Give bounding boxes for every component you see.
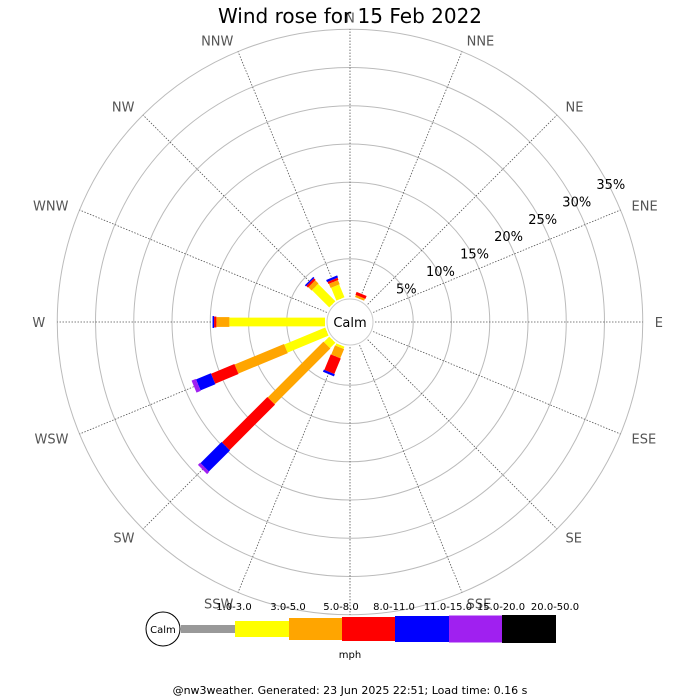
legend-label-15.0-20.0: 15.0-20.0	[477, 602, 525, 613]
spoke-wnw	[79, 209, 328, 313]
legend-units: mph	[339, 650, 361, 661]
legend-label-3.0-5.0: 3.0-5.0	[270, 602, 305, 613]
ring-labels: 5% 10% 15% 20% 25% 30% 35%	[396, 178, 625, 297]
bar-wsw-8.0-11.0	[211, 364, 239, 384]
chart-title: Wind rose for 15 Feb 2022	[217, 4, 483, 28]
dir-label-e: E	[655, 316, 663, 331]
bar-nne-5.0-8.0	[355, 294, 365, 301]
legend-calm-label: Calm	[150, 625, 176, 636]
bar-nnw-11.0-15.0	[326, 275, 339, 283]
dir-label-nne: NNE	[467, 34, 495, 49]
footer-text: @nw3weather. Generated: 23 Jun 2025 22:5…	[172, 684, 528, 697]
bar-sw-15.0-20.0	[197, 462, 210, 475]
dir-label-ene: ENE	[632, 199, 658, 214]
bar-ssw-3.0-5.0	[335, 343, 345, 349]
legend-label-20.0-50.0: 20.0-50.0	[531, 602, 579, 613]
dir-label-ne: NE	[565, 101, 583, 116]
spoke-sse	[359, 344, 463, 593]
bar-w-3.0-5.0	[229, 317, 325, 327]
bar-sw-11.0-15.0	[200, 442, 230, 472]
legend-swatch-11.0-15.0	[395, 616, 449, 642]
ring-label-35: 35%	[596, 178, 625, 193]
bar-nw-8.0-11.0	[306, 278, 316, 288]
dir-label-sw: SW	[113, 531, 134, 546]
calm-circle: Calm	[326, 298, 374, 346]
legend-calm-circle	[145, 611, 181, 647]
legend-label-1.0-3.0: 1.0-3.0	[216, 602, 251, 613]
bar-wsw-5.0-8.0	[234, 344, 288, 374]
ring-label-30: 30%	[562, 195, 591, 210]
bar-wsw-11.0-15.0	[195, 373, 216, 391]
bar-ssw-8.0-11.0	[324, 354, 341, 375]
spoke-nw	[142, 114, 333, 305]
legend-swatch-8.0-11.0	[342, 617, 395, 641]
bar-ssw-11.0-15.0	[322, 369, 335, 377]
spoke-ene	[372, 209, 621, 313]
dir-label-se: SE	[565, 531, 581, 546]
bar-nnw-5.0-8.0	[328, 280, 340, 289]
bar-w-5.0-8.0	[216, 317, 230, 327]
legend-swatch-20.0-50.0	[502, 615, 556, 643]
spoke-se	[367, 339, 558, 530]
bar-wsw-3.0-5.0	[284, 327, 329, 353]
bar-sw-8.0-11.0	[221, 396, 276, 451]
ring-label-25: 25%	[528, 213, 557, 228]
legend-label-5.0-8.0: 5.0-8.0	[323, 602, 358, 613]
wind-bars	[191, 275, 367, 475]
ring-label-15: 15%	[460, 248, 489, 263]
dir-label-nnw: NNW	[201, 34, 233, 49]
ring-25	[133, 105, 567, 539]
bar-sw-3.0-5.0	[323, 336, 336, 349]
legend-label-11.0-15.0: 11.0-15.0	[424, 602, 472, 613]
legend-label-8.0-11.0: 8.0-11.0	[373, 602, 415, 613]
bar-sw-5.0-8.0	[267, 341, 331, 405]
bar-nw-11.0-15.0	[304, 276, 315, 287]
direction-spokes	[57, 29, 643, 615]
legend-swatch-1.0-3.0	[181, 625, 235, 633]
dir-label-sse: SSE	[467, 598, 492, 613]
dir-label-wsw: WSW	[34, 433, 68, 448]
spoke-ssw	[237, 344, 341, 593]
legend-swatch-15.0-20.0	[449, 615, 502, 643]
bar-wsw-15.0-20.0	[191, 378, 201, 393]
spoke-nne	[359, 51, 463, 300]
dir-label-w: W	[32, 316, 45, 331]
spoke-ese	[372, 331, 621, 435]
speed-legend: Calm 1.0-3.0 3.0-5.0 5.0-8.0 8.0-11.0 11.0-15…	[145, 602, 579, 661]
spoke-wsw	[79, 331, 328, 435]
dir-label-wnw: WNW	[33, 199, 69, 214]
spoke-ne	[367, 114, 558, 305]
spoke-sw	[142, 339, 333, 530]
calm-center	[326, 298, 374, 346]
ring-label-10: 10%	[426, 265, 455, 280]
bar-ssw-5.0-8.0	[331, 345, 345, 359]
bar-nnw-3.0-5.0	[331, 284, 345, 301]
bar-nw-5.0-8.0	[308, 280, 319, 291]
bar-nnw-8.0-11.0	[327, 277, 339, 285]
bar-nne-8.0-11.0	[355, 291, 367, 299]
ring-label-5: 5%	[396, 282, 417, 297]
dir-label-nw: NW	[112, 101, 135, 116]
legend-swatch-5.0-8.0	[289, 618, 342, 640]
dir-label-ese: ESE	[632, 433, 657, 448]
legend-swatch-3.0-5.0	[235, 621, 289, 637]
ring-label-20: 20%	[494, 230, 523, 245]
bar-nw-3.0-5.0	[311, 283, 336, 308]
dir-label-n: N	[345, 11, 355, 26]
bar-w-11.0-15.0	[212, 316, 215, 328]
dir-label-ssw: SSW	[204, 598, 234, 613]
calm-label: Calm	[333, 316, 366, 331]
spoke-nnw	[237, 51, 341, 300]
bar-w-8.0-11.0	[214, 316, 217, 328]
